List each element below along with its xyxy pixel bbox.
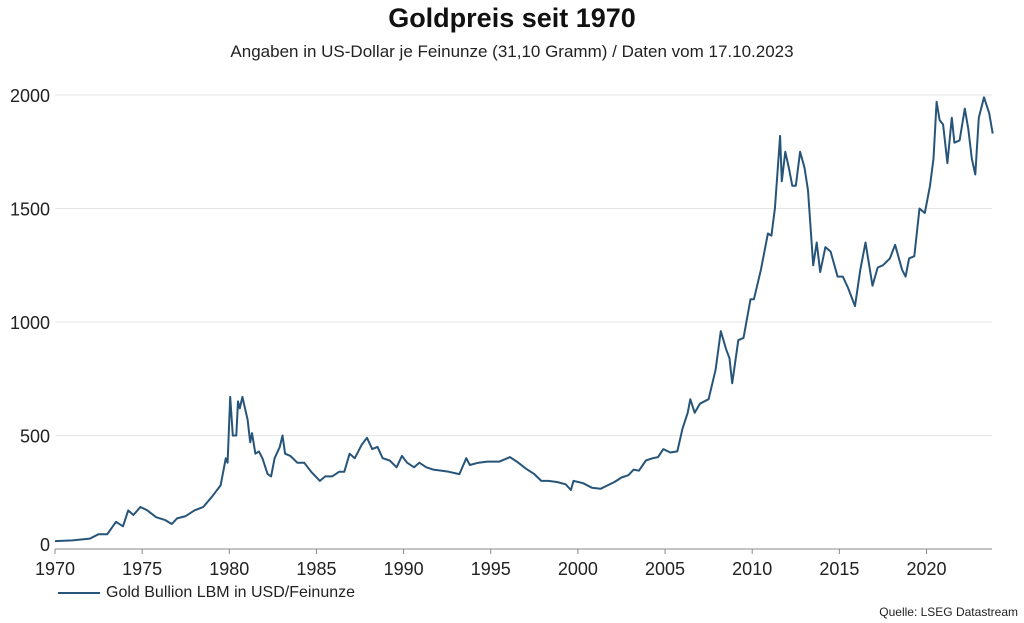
x-tick-label: 2005 [645,559,685,579]
legend-swatch [58,592,100,594]
x-tick-label: 1995 [471,559,511,579]
y-tick-label: 0 [40,535,50,555]
x-tick-label: 2010 [732,559,772,579]
x-tick-label: 2020 [906,559,946,579]
tick-labels: 0 500 1000 1500 2000 1970 1975 1980 1985 1990 1995… [10,86,947,579]
chart-subtitle: Angaben in US-Dollar je Feinunze (31,10 … [230,42,794,61]
x-axis [54,548,992,554]
series-line-gold-price [54,96,994,543]
y-tick-label: 500 [20,427,50,447]
x-tick-label: 2015 [819,559,859,579]
grid-lines [55,94,992,436]
source-note: Quelle: LSEG Datastream [879,605,1018,619]
chart-title: Goldpreis seit 1970 [388,3,636,33]
x-tick-label: 1970 [35,559,75,579]
x-tick-label: 1980 [209,559,249,579]
x-tick-label: 2000 [558,559,598,579]
x-tick-label: 1985 [296,559,336,579]
x-tick-label: 1975 [122,559,162,579]
y-tick-label: 2000 [10,86,50,106]
y-tick-label: 1500 [10,200,50,220]
y-tick-label: 1000 [10,313,50,333]
x-tick-label: 1990 [384,559,424,579]
legend-label: Gold Bullion LBM in USD/Feinunze [106,584,356,601]
legend: Gold Bullion LBM in USD/Feinunze [58,584,355,602]
